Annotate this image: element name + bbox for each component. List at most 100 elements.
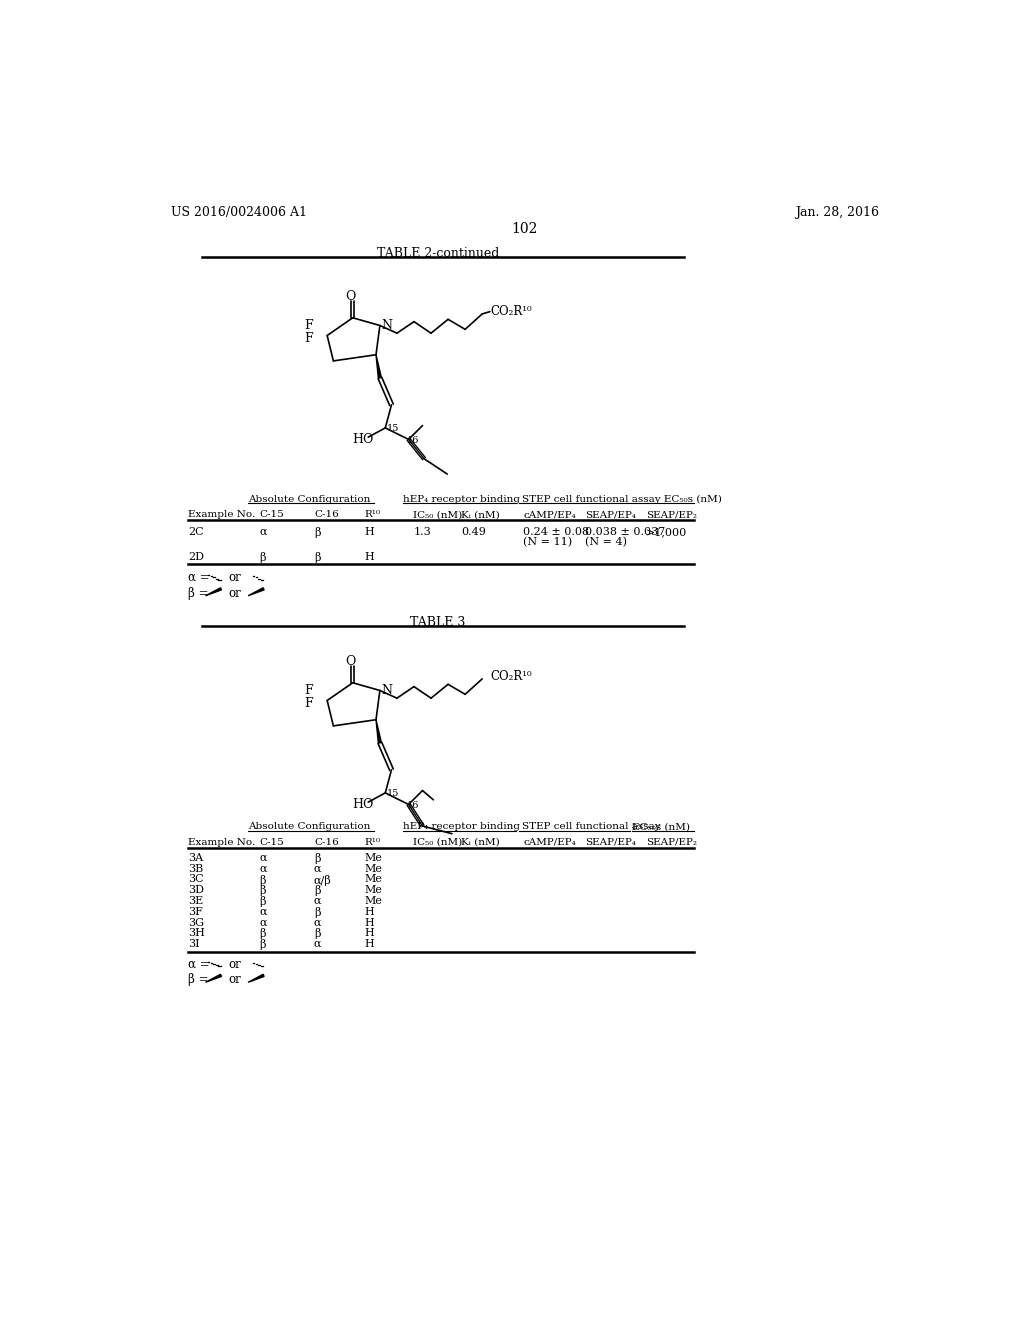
Text: >1,000: >1,000: [646, 527, 687, 537]
Text: (N = 4): (N = 4): [586, 537, 628, 548]
Text: or: or: [228, 586, 242, 599]
Text: cAMP/EP₄: cAMP/EP₄: [523, 837, 575, 846]
Text: α: α: [260, 917, 267, 928]
Text: C-15: C-15: [260, 837, 285, 846]
Text: 16: 16: [407, 800, 420, 809]
Text: O: O: [345, 290, 355, 304]
Text: H: H: [365, 527, 374, 537]
Text: α: α: [314, 896, 322, 906]
Text: C-16: C-16: [314, 837, 339, 846]
Text: 3G: 3G: [188, 917, 205, 928]
Text: β: β: [314, 853, 321, 865]
Text: 102: 102: [512, 222, 538, 236]
Text: TABLE 3: TABLE 3: [411, 615, 466, 628]
Text: F: F: [304, 331, 312, 345]
Text: α: α: [260, 527, 267, 537]
Text: H: H: [365, 552, 374, 562]
Text: O: O: [345, 655, 355, 668]
Text: Example No.: Example No.: [188, 837, 256, 846]
Text: 15: 15: [387, 424, 399, 433]
Text: α: α: [314, 940, 322, 949]
Text: β: β: [260, 940, 266, 950]
Text: Absolute Configuration: Absolute Configuration: [248, 495, 371, 504]
Text: H: H: [365, 928, 374, 939]
Text: HO: HO: [352, 797, 374, 810]
Text: N: N: [381, 684, 392, 697]
Text: β: β: [314, 886, 321, 896]
Text: STEP cell functional assay EC₅₀s (nM): STEP cell functional assay EC₅₀s (nM): [521, 495, 722, 504]
Text: CO₂R¹⁰: CO₂R¹⁰: [489, 305, 531, 318]
Text: 1.3: 1.3: [414, 527, 431, 537]
Polygon shape: [206, 587, 221, 595]
Text: Jan. 28, 2016: Jan. 28, 2016: [795, 206, 879, 219]
Polygon shape: [376, 355, 381, 378]
Text: N: N: [381, 319, 392, 333]
Text: C-16: C-16: [314, 511, 339, 519]
Text: F: F: [304, 697, 312, 710]
Text: (N = 11): (N = 11): [523, 537, 572, 548]
Text: F: F: [304, 684, 312, 697]
Text: β: β: [260, 552, 266, 562]
Text: 3A: 3A: [188, 853, 204, 863]
Text: IC₅₀ (nM): IC₅₀ (nM): [414, 511, 463, 519]
Text: Example No.: Example No.: [188, 511, 256, 519]
Polygon shape: [248, 974, 264, 982]
Text: cAMP/EP₄: cAMP/EP₄: [523, 511, 575, 519]
Text: hEP₄ receptor binding: hEP₄ receptor binding: [403, 822, 520, 832]
Text: C-15: C-15: [260, 511, 285, 519]
Text: α: α: [260, 853, 267, 863]
Text: EC₅₀s (nM): EC₅₀s (nM): [632, 822, 690, 832]
Text: 0.49: 0.49: [461, 527, 486, 537]
Text: Absolute Configuration: Absolute Configuration: [248, 822, 371, 832]
Text: 3C: 3C: [188, 874, 204, 884]
Text: H: H: [365, 917, 374, 928]
Text: H: H: [365, 907, 374, 917]
Text: α =: α =: [188, 958, 210, 970]
Text: or: or: [228, 958, 242, 970]
Text: 16: 16: [407, 436, 420, 445]
Text: β: β: [314, 907, 321, 917]
Text: Me: Me: [365, 886, 382, 895]
Text: SEAP/EP₄: SEAP/EP₄: [586, 511, 636, 519]
Text: TABLE 2-continued: TABLE 2-continued: [377, 247, 499, 260]
Text: H: H: [365, 940, 374, 949]
Text: or: or: [228, 572, 242, 585]
Text: α: α: [260, 907, 267, 917]
Text: 2C: 2C: [188, 527, 204, 537]
Text: CO₂R¹⁰: CO₂R¹⁰: [489, 671, 531, 684]
Text: 2D: 2D: [188, 552, 205, 562]
Text: β =: β =: [188, 973, 209, 986]
Text: Kᵢ (nM): Kᵢ (nM): [461, 837, 500, 846]
Text: US 2016/0024006 A1: US 2016/0024006 A1: [171, 206, 306, 219]
Text: β: β: [260, 886, 266, 896]
Text: STEP cell functional assay: STEP cell functional assay: [521, 822, 660, 832]
Text: Me: Me: [365, 853, 382, 863]
Text: SEAP/EP₄: SEAP/EP₄: [586, 837, 636, 846]
Text: β: β: [260, 928, 266, 940]
Text: β: β: [260, 896, 266, 907]
Text: SEAP/EP₂: SEAP/EP₂: [646, 511, 696, 519]
Text: R¹⁰: R¹⁰: [365, 837, 380, 846]
Text: F: F: [304, 318, 312, 331]
Text: 3I: 3I: [188, 940, 200, 949]
Text: β: β: [260, 874, 266, 886]
Text: 3D: 3D: [188, 886, 205, 895]
Text: SEAP/EP₂: SEAP/EP₂: [646, 837, 696, 846]
Text: IC₅₀ (nM): IC₅₀ (nM): [414, 837, 463, 846]
Text: 3E: 3E: [188, 896, 204, 906]
Text: hEP₄ receptor binding: hEP₄ receptor binding: [403, 495, 520, 504]
Text: Me: Me: [365, 863, 382, 874]
Polygon shape: [248, 587, 264, 595]
Text: R¹⁰: R¹⁰: [365, 511, 380, 519]
Text: α =: α =: [188, 572, 210, 585]
Text: β: β: [314, 527, 321, 539]
Text: 0.24 ± 0.08: 0.24 ± 0.08: [523, 527, 590, 537]
Text: 15: 15: [387, 789, 399, 799]
Text: β: β: [314, 552, 321, 562]
Text: β: β: [314, 928, 321, 940]
Text: 0.038 ± 0.037: 0.038 ± 0.037: [586, 527, 666, 537]
Text: Me: Me: [365, 874, 382, 884]
Text: or: or: [228, 973, 242, 986]
Text: 3F: 3F: [188, 907, 204, 917]
Text: 3H: 3H: [188, 928, 206, 939]
